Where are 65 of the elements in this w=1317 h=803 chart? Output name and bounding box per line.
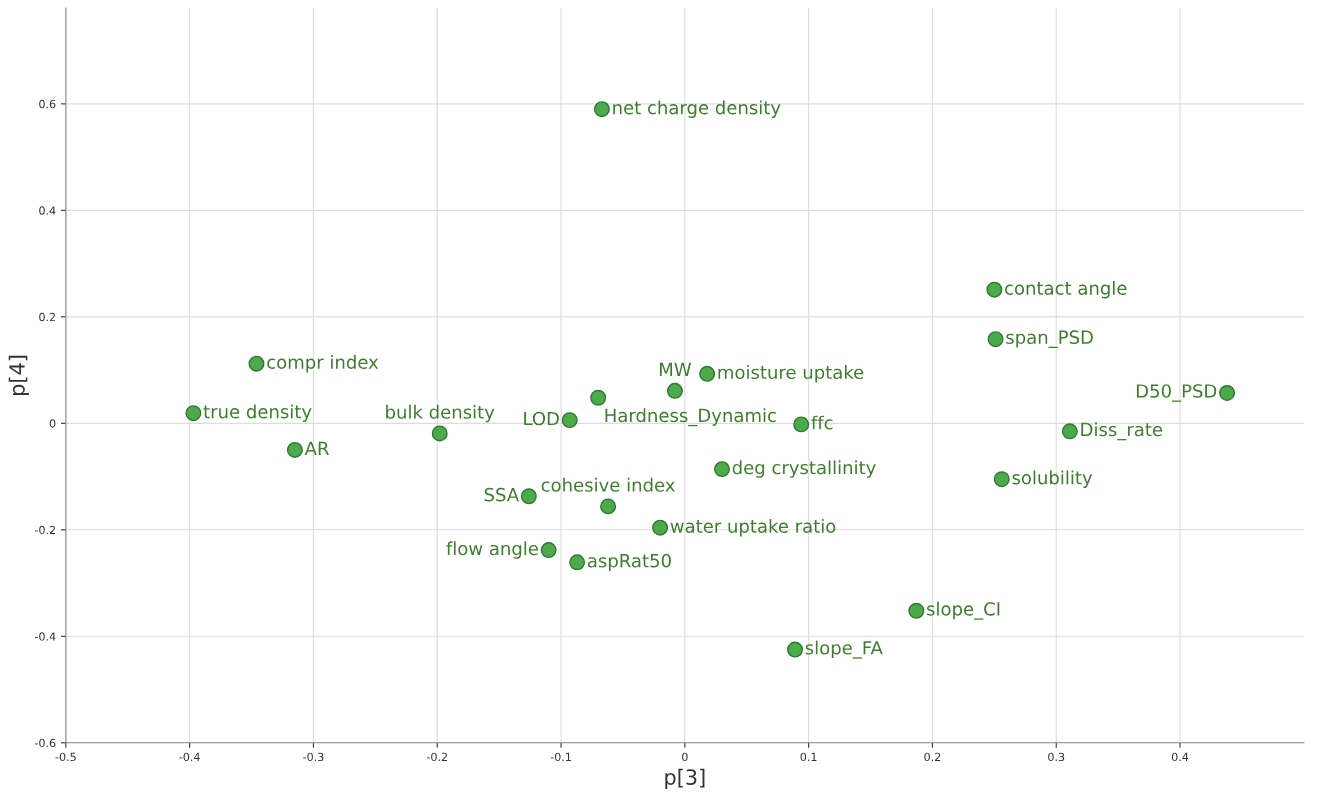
- point: [286, 441, 303, 458]
- annotation: deg crystallinity: [732, 460, 876, 478]
- point: [593, 101, 610, 118]
- x-tick-label: 0.4: [1171, 752, 1189, 762]
- x-tick-label: 0.2: [924, 752, 941, 762]
- y-tick-label: -0.4: [34, 632, 56, 641]
- point: [787, 641, 803, 658]
- point: [540, 542, 557, 559]
- point: [431, 425, 448, 442]
- point: [520, 488, 537, 505]
- point: [908, 602, 925, 619]
- y-axis-title: p[4]: [8, 355, 29, 395]
- annotation: Diss_rate: [1081, 422, 1163, 441]
- x-tick-label: -0.3: [303, 752, 324, 762]
- x-tick-label: -0.1: [550, 752, 571, 762]
- annotation: net charge density: [613, 100, 781, 118]
- x-tick-label: 0.3: [1048, 752, 1065, 762]
- point: [185, 405, 202, 422]
- annotation: LOD: [524, 411, 559, 426]
- annotation: true density: [203, 404, 312, 422]
- annotation: water uptake ratio: [670, 518, 836, 537]
- point: [248, 355, 265, 372]
- annotation: compr index: [267, 354, 379, 373]
- point: [699, 365, 716, 382]
- y-tick-label: -0.6: [34, 738, 56, 748]
- y-tick-label: 0: [49, 419, 56, 428]
- annotation: SSA: [484, 487, 519, 502]
- annotation: contact angle: [1005, 280, 1127, 299]
- annotation: cohesive index: [541, 477, 675, 492]
- annotation: slope_CI: [927, 601, 1000, 620]
- annotation: AR: [304, 441, 329, 455]
- annotation: aspRat50: [587, 553, 671, 572]
- point: [1061, 423, 1078, 440]
- annotation: D50_PSD: [1136, 384, 1217, 402]
- point: [569, 554, 586, 571]
- annotation: MW: [659, 362, 692, 376]
- annotation: slope_FA: [805, 640, 883, 659]
- point: [561, 412, 578, 429]
- x-axis-title: p[3]: [665, 768, 705, 789]
- point: [986, 281, 1003, 298]
- y-tick-label: 0.4: [39, 206, 56, 215]
- point: [600, 498, 617, 515]
- point: [1219, 384, 1236, 401]
- x-tick-label: -0.2: [426, 752, 447, 762]
- annotation: span_PSD: [1006, 330, 1093, 349]
- annotation: Hardness_Dynamic: [605, 408, 776, 427]
- point: [987, 331, 1004, 348]
- x-tick-label: 0.1: [800, 752, 817, 762]
- annotation: bulk density: [386, 404, 495, 423]
- annotation: ffc: [811, 415, 833, 430]
- x-tick-label: -0.4: [179, 752, 200, 762]
- y-tick-label: -0.2: [34, 525, 56, 535]
- point: [793, 416, 810, 433]
- point: [590, 389, 607, 406]
- y-tick-label: 0.6: [39, 99, 56, 109]
- x-tick-label: -0.5: [55, 752, 76, 762]
- annotation: solubility: [1012, 470, 1093, 488]
- point: [652, 519, 669, 536]
- y-tick-label: 0.2: [39, 312, 56, 322]
- point: [993, 471, 1010, 488]
- point: [666, 382, 683, 399]
- annotation: flow angle: [446, 541, 538, 559]
- point: [714, 461, 730, 478]
- x-tick-label: 0: [682, 752, 688, 762]
- annotation: moisture uptake: [718, 365, 864, 383]
